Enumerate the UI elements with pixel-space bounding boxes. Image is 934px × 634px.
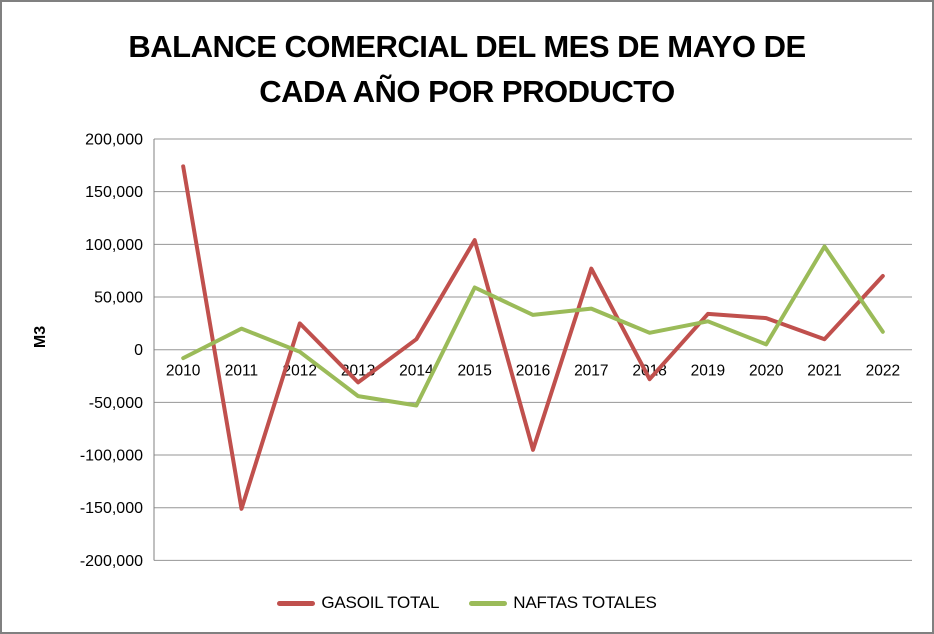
x-tick-label: 2021 bbox=[807, 363, 841, 380]
legend-label-gasoil: GASOIL TOTAL bbox=[321, 593, 440, 612]
x-tick-label: 2020 bbox=[749, 363, 784, 380]
series-line-0 bbox=[181, 164, 885, 511]
x-tick-label: 2012 bbox=[283, 363, 317, 380]
x-tick-label: 2022 bbox=[866, 363, 900, 380]
y-tick-label: 200,000 bbox=[85, 132, 143, 149]
legend-item-gasoil: GASOIL TOTAL bbox=[277, 593, 439, 613]
x-tick-label: 2010 bbox=[166, 363, 201, 380]
chart-title-line2: CADA AÑO POR PRODUCTO bbox=[259, 74, 675, 109]
y-tick-label: 50,000 bbox=[94, 290, 143, 307]
y-tick-label: -50,000 bbox=[89, 395, 143, 412]
legend-item-naftas: NAFTAS TOTALES bbox=[469, 593, 657, 613]
y-tick-label: -150,000 bbox=[80, 500, 143, 517]
x-tick-label: 2014 bbox=[399, 363, 434, 380]
gasoil-line-swatch-icon bbox=[277, 600, 316, 606]
x-tick-label: 2016 bbox=[516, 363, 550, 380]
x-tick-label: 2015 bbox=[457, 363, 491, 380]
y-tick-label: -100,000 bbox=[80, 448, 143, 465]
y-tick-label: 0 bbox=[134, 342, 143, 359]
chart-title-line1: BALANCE COMERCIAL DEL MES DE MAYO DE bbox=[128, 29, 806, 64]
chart-title: BALANCE COMERCIAL DEL MES DE MAYO DE CAD… bbox=[2, 24, 932, 114]
y-axis-title: M3 bbox=[32, 325, 49, 349]
legend: GASOIL TOTAL NAFTAS TOTALES bbox=[2, 593, 932, 613]
x-tick-label: 2011 bbox=[225, 363, 258, 380]
naftas-line-swatch-icon bbox=[469, 600, 508, 606]
legend-label-naftas: NAFTAS TOTALES bbox=[513, 593, 657, 612]
y-tick-label: 150,000 bbox=[85, 184, 143, 201]
series-line-1 bbox=[181, 244, 885, 408]
y-tick-label: -200,000 bbox=[80, 553, 143, 570]
y-tick-label: 100,000 bbox=[85, 237, 143, 254]
x-tick-label: 2019 bbox=[691, 363, 725, 380]
x-tick-label: 2017 bbox=[574, 363, 608, 380]
